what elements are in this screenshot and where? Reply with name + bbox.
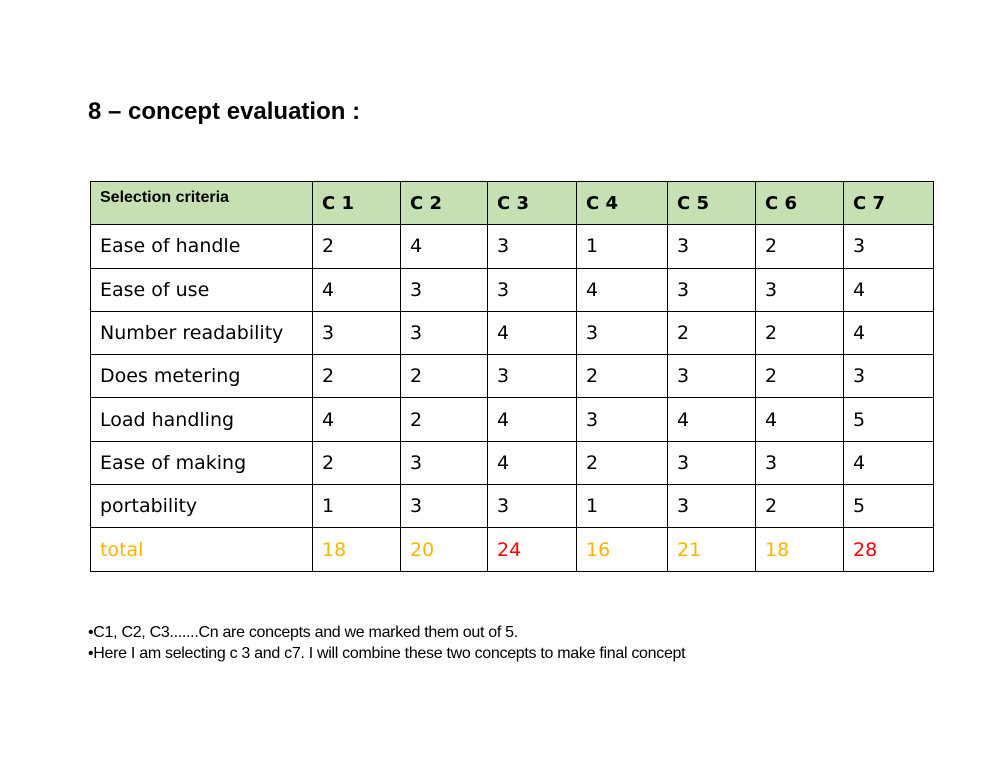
- score-cell: 3: [843, 354, 934, 399]
- score-cell: 3: [400, 440, 488, 486]
- score-cell: 5: [843, 397, 934, 442]
- score-cell: 2: [755, 310, 844, 356]
- total-row: total 18 20 24 16 21 18 28: [90, 527, 934, 572]
- table-row: Ease of use 4 3 3 4 3 3 4: [90, 267, 934, 312]
- score-cell: 3: [667, 224, 756, 269]
- header-concept: C 6: [755, 180, 844, 226]
- score-cell: 3: [667, 354, 756, 399]
- header-selection-criteria: Selection criteria: [90, 180, 313, 226]
- score-cell: 3: [755, 267, 844, 312]
- score-cell: 4: [400, 224, 488, 269]
- criterion-label: Ease of making: [90, 440, 313, 486]
- score-cell: 4: [312, 397, 401, 442]
- table-row: Ease of handle 2 4 3 1 3 2 3: [90, 224, 934, 269]
- score-cell: 2: [755, 354, 844, 399]
- score-cell: 4: [312, 267, 401, 312]
- score-cell: 2: [667, 310, 756, 356]
- score-cell: 3: [755, 440, 844, 486]
- score-cell: 2: [755, 224, 844, 269]
- score-cell: 3: [487, 267, 577, 312]
- score-cell: 5: [843, 484, 934, 529]
- total-cell: 24: [487, 527, 577, 572]
- criterion-label: Ease of handle: [90, 224, 313, 269]
- header-concept: C 5: [667, 180, 756, 226]
- header-concept: C 1: [312, 180, 401, 226]
- score-cell: 3: [400, 484, 488, 529]
- score-cell: 2: [312, 354, 401, 399]
- header-concept: C 7: [843, 180, 934, 226]
- total-cell: 21: [667, 527, 756, 572]
- score-cell: 4: [843, 310, 934, 356]
- score-cell: 3: [487, 484, 577, 529]
- score-cell: 3: [400, 267, 488, 312]
- score-cell: 3: [667, 484, 756, 529]
- score-cell: 1: [576, 484, 668, 529]
- total-cell: 20: [400, 527, 488, 572]
- score-cell: 3: [312, 310, 401, 356]
- score-cell: 4: [843, 440, 934, 486]
- score-cell: 1: [312, 484, 401, 529]
- score-cell: 3: [400, 310, 488, 356]
- score-cell: 4: [576, 267, 668, 312]
- score-cell: 3: [487, 354, 577, 399]
- score-cell: 4: [487, 440, 577, 486]
- header-concept: C 2: [400, 180, 488, 226]
- score-cell: 3: [667, 267, 756, 312]
- score-cell: 4: [487, 397, 577, 442]
- notes: •C1, C2, C3.......Cn are concepts and we…: [88, 622, 686, 664]
- criterion-label: Load handling: [90, 397, 313, 442]
- header-concept: C 3: [487, 180, 577, 226]
- table-row: Ease of making 2 3 4 2 3 3 4: [90, 440, 934, 486]
- score-cell: 3: [576, 310, 668, 356]
- total-cell: 18: [312, 527, 401, 572]
- score-cell: 3: [487, 224, 577, 269]
- total-label: total: [90, 527, 313, 572]
- score-cell: 4: [667, 397, 756, 442]
- total-cell: 16: [576, 527, 668, 572]
- score-cell: 2: [576, 440, 668, 486]
- note-item: •C1, C2, C3.......Cn are concepts and we…: [88, 624, 518, 641]
- score-cell: 3: [667, 440, 756, 486]
- score-cell: 2: [312, 440, 401, 486]
- score-cell: 4: [487, 310, 577, 356]
- note-item: •Here I am selecting c 3 and c7. I will …: [88, 645, 686, 662]
- score-cell: 2: [312, 224, 401, 269]
- score-cell: 2: [576, 354, 668, 399]
- header-concept: C 4: [576, 180, 668, 226]
- score-cell: 1: [576, 224, 668, 269]
- table-row: Load handling 4 2 4 3 4 4 5: [90, 397, 934, 442]
- total-cell: 28: [843, 527, 934, 572]
- score-cell: 4: [755, 397, 844, 442]
- table-row: Does metering 2 2 3 2 3 2 3: [90, 354, 934, 399]
- score-cell: 3: [576, 397, 668, 442]
- score-cell: 2: [400, 354, 488, 399]
- table-row: Number readability 3 3 4 3 2 2 4: [90, 310, 934, 356]
- total-cell: 18: [755, 527, 844, 572]
- criterion-label: Number readability: [90, 310, 313, 356]
- score-cell: 2: [400, 397, 488, 442]
- slide-title: 8 – concept evaluation :: [88, 98, 361, 125]
- table-row: portability 1 3 3 1 3 2 5: [90, 484, 934, 529]
- score-cell: 4: [843, 267, 934, 312]
- score-cell: 2: [755, 484, 844, 529]
- criterion-label: Ease of use: [90, 267, 313, 312]
- score-cell: 3: [843, 224, 934, 269]
- criterion-label: portability: [90, 484, 313, 529]
- criterion-label: Does metering: [90, 354, 313, 399]
